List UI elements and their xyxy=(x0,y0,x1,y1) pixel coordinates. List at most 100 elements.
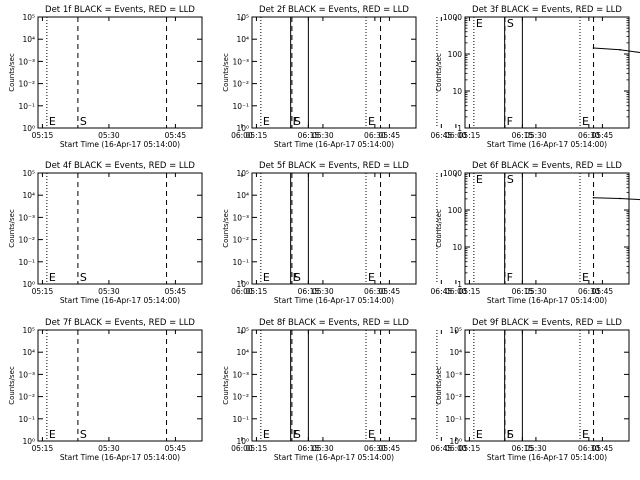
marker-label: E xyxy=(582,428,589,441)
plot-frame xyxy=(464,172,630,285)
plot-frame xyxy=(37,172,203,285)
marker-label: E xyxy=(263,428,270,441)
panel-3: Det 3f BLACK = Events, RED = LLD 05:15 05:… xyxy=(435,5,640,149)
x-tick-label: 05:30 xyxy=(98,287,120,296)
y-tick-label: 100 xyxy=(448,206,463,215)
x-tick-label: 06:15 xyxy=(512,287,534,296)
marker-label: F xyxy=(293,428,299,441)
marker-label: F xyxy=(507,115,513,128)
y-tick-label: 10⁻³ xyxy=(18,370,35,379)
marker-label: S xyxy=(294,115,301,128)
y-tick-label: 10⁵ xyxy=(236,326,249,335)
y-tick-label: 10⁻² xyxy=(18,80,35,89)
marker-label: S xyxy=(80,115,87,128)
y-tick-label: 10⁻¹ xyxy=(18,102,35,111)
y-tick-label: 10⁵ xyxy=(22,13,35,22)
plot-frame xyxy=(37,329,203,442)
plot-frame xyxy=(251,172,417,285)
y-tick-label: 1 xyxy=(457,124,462,133)
x-tick-label: 05:45 xyxy=(165,131,187,140)
y-tick-label: 10⁰ xyxy=(22,280,35,289)
marker-label: E xyxy=(263,271,270,284)
x-tick-label: 06:00 xyxy=(445,287,467,296)
series-line xyxy=(593,47,640,53)
panel-title: Det 1f BLACK = Events, RED = LLD xyxy=(45,5,195,15)
x-tick-label: 06:00 xyxy=(445,444,467,453)
panel-title: Det 9f BLACK = Events, RED = LLD xyxy=(472,318,622,328)
panel-5: Det 5f BLACK = Events, RED = LLD 05:15 05:… xyxy=(222,161,600,305)
x-tick-label: 05:15 xyxy=(459,287,481,296)
y-axis-label: Counts/sec xyxy=(222,53,230,92)
y-tick-label: 10⁻² xyxy=(445,393,462,402)
marker-label: E xyxy=(49,115,56,128)
marker-label: F xyxy=(293,115,299,128)
y-tick-label: 10⁰ xyxy=(236,280,249,289)
marker-label: F xyxy=(507,428,513,441)
y-tick-label: 100 xyxy=(448,50,463,59)
series-line xyxy=(593,197,640,201)
y-tick-label: 10⁵ xyxy=(22,169,35,178)
y-tick-label: 10⁴ xyxy=(236,191,249,200)
x-axis-label: Start Time (16-Apr-17 05:14:00) xyxy=(60,296,180,305)
plot-frame xyxy=(464,329,630,442)
marker-label: E xyxy=(582,271,589,284)
x-tick-label: 05:30 xyxy=(312,287,334,296)
y-axis-label: Counts/sec xyxy=(222,209,230,248)
marker-label: F xyxy=(507,271,513,284)
y-tick-label: 10⁰ xyxy=(22,437,35,446)
y-tick-label: 1000 xyxy=(443,13,462,22)
y-tick-label: 10⁻² xyxy=(232,80,249,89)
x-axis-label: Start Time (16-Apr-17 05:14:00) xyxy=(487,453,607,462)
y-tick-label: 10⁻³ xyxy=(232,213,249,222)
y-axis-label: Counts/sec xyxy=(222,366,230,405)
x-axis-label: Start Time (16-Apr-17 05:14:00) xyxy=(60,140,180,149)
x-tick-label: 06:30 xyxy=(364,131,386,140)
x-tick-label: 05:45 xyxy=(592,287,614,296)
y-tick-label: 1000 xyxy=(443,169,462,178)
marker-label: S xyxy=(294,428,301,441)
y-tick-label: 10⁻² xyxy=(232,236,249,245)
x-tick-label: 06:45 xyxy=(431,131,453,140)
x-tick-label: 05:15 xyxy=(246,287,268,296)
data-point xyxy=(592,47,595,49)
y-tick-label: 10⁻¹ xyxy=(232,415,249,424)
y-tick-label: 10⁻³ xyxy=(232,57,249,66)
x-tick-label: 06:30 xyxy=(578,444,600,453)
y-tick-label: 10⁻³ xyxy=(18,213,35,222)
marker-label: E xyxy=(476,173,483,186)
y-tick-label: 10⁰ xyxy=(236,124,249,133)
x-tick-label: 05:15 xyxy=(459,131,481,140)
y-tick-label: 10⁻³ xyxy=(18,57,35,66)
x-tick-label: 05:45 xyxy=(592,131,614,140)
y-tick-label: 10⁻¹ xyxy=(232,258,249,267)
marker-label: S xyxy=(294,271,301,284)
x-axis-label: Start Time (16-Apr-17 05:14:00) xyxy=(274,296,394,305)
x-tick-label: 06:15 xyxy=(512,131,534,140)
panel-title: Det 8f BLACK = Events, RED = LLD xyxy=(259,318,409,328)
x-axis-label: Start Time (16-Apr-17 05:14:00) xyxy=(274,453,394,462)
marker-label: E xyxy=(368,271,375,284)
x-tick-label: 05:15 xyxy=(246,444,268,453)
x-tick-label: 05:30 xyxy=(312,131,334,140)
y-tick-label: 10 xyxy=(452,87,462,96)
y-tick-label: 10⁴ xyxy=(449,348,462,357)
x-tick-label: 05:30 xyxy=(312,444,334,453)
panel-7: Det 7f BLACK = Events, RED = LLD 05:15 05:… xyxy=(8,318,452,462)
y-axis-label: Counts/sec xyxy=(8,366,16,405)
panel-title: Det 7f BLACK = Events, RED = LLD xyxy=(45,318,195,328)
x-tick-label: 05:30 xyxy=(525,287,547,296)
x-tick-label: 05:45 xyxy=(379,444,401,453)
x-axis-label: Start Time (16-Apr-17 05:14:00) xyxy=(487,296,607,305)
x-axis-label: Start Time (16-Apr-17 05:14:00) xyxy=(487,140,607,149)
x-axis-label: Start Time (16-Apr-17 05:14:00) xyxy=(60,453,180,462)
y-tick-label: 10⁵ xyxy=(22,326,35,335)
panel-title: Det 5f BLACK = Events, RED = LLD xyxy=(259,161,409,171)
plot-frame xyxy=(37,16,203,129)
y-axis-label: Counts/sec xyxy=(435,53,443,92)
y-tick-label: 10⁴ xyxy=(236,348,249,357)
y-tick-label: 10⁰ xyxy=(236,437,249,446)
marker-label: S xyxy=(507,17,514,30)
x-tick-label: 05:30 xyxy=(98,131,120,140)
y-tick-label: 10 xyxy=(452,243,462,252)
